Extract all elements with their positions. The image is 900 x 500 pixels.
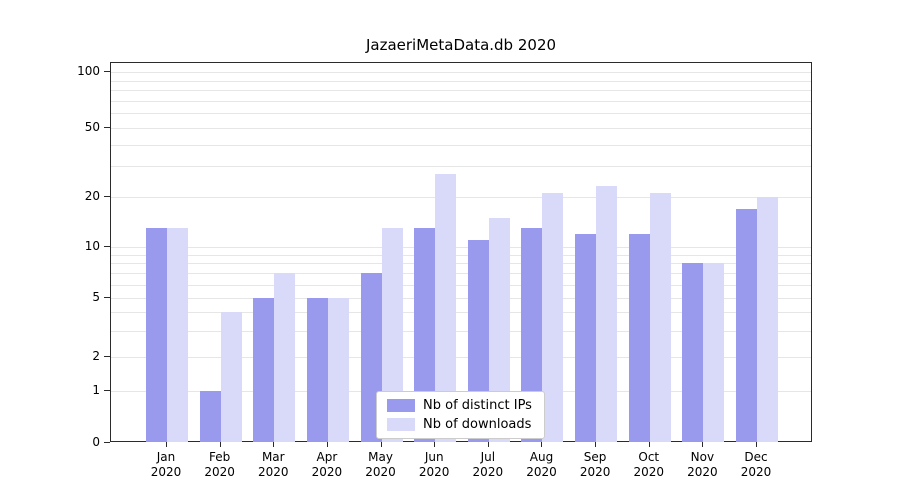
x-tick-mark — [434, 442, 436, 447]
x-tick-mark — [166, 442, 167, 447]
grid-line — [111, 357, 811, 358]
bar-nb-of-downloads — [327, 298, 349, 442]
y-tick-label: 10 — [84, 239, 100, 253]
bar-nb-of-distinct-ips — [306, 298, 328, 442]
x-tick-label: Dec 2020 — [740, 450, 772, 479]
bar-nb-of-distinct-ips — [682, 263, 704, 442]
legend-swatch-distinct-ips-icon — [387, 399, 415, 412]
bar-nb-of-distinct-ips — [736, 208, 758, 442]
legend-label-distinct-ips: Nb of distinct IPs — [423, 398, 532, 413]
x-tick-label: Feb 2020 — [204, 450, 235, 479]
y-tick-mark — [104, 127, 110, 128]
legend-item-downloads: Nb of downloads — [387, 417, 532, 432]
y-tick-mark — [104, 442, 110, 443]
chart-title: JazaeriMetaData.db 2020 — [365, 36, 557, 54]
grid-line — [111, 197, 811, 198]
bar-nb-of-downloads — [757, 197, 779, 442]
legend: Nb of distinct IPs Nb of downloads — [376, 391, 545, 439]
grid-line — [111, 100, 811, 102]
bar-nb-of-downloads — [381, 228, 403, 442]
bar-nb-of-downloads — [167, 228, 188, 442]
bar-nb-of-distinct-ips — [628, 233, 650, 442]
bar-nb-of-downloads — [649, 193, 671, 442]
x-tick-label: May 2020 — [365, 450, 396, 479]
y-tick-label: 5 — [92, 290, 100, 304]
bar-nb-of-downloads — [488, 217, 510, 442]
x-tick-mark — [702, 442, 704, 447]
bar-nb-of-downloads — [220, 312, 242, 442]
x-tick-label: Oct 2020 — [633, 450, 665, 479]
grid-line — [111, 298, 811, 299]
x-tick-mark — [541, 442, 543, 447]
y-tick-mark — [104, 246, 110, 247]
x-tick-label: Sep 2020 — [579, 450, 611, 479]
y-tick-mark — [104, 71, 110, 72]
x-tick-label: Apr 2020 — [311, 450, 343, 479]
x-tick-label: Mar 2020 — [257, 450, 289, 479]
bar-nb-of-distinct-ips — [253, 298, 275, 442]
x-tick-mark — [648, 442, 650, 447]
grid-line — [111, 113, 811, 115]
y-tick-label: 2 — [92, 349, 100, 363]
plot-area — [110, 62, 812, 442]
x-tick-mark — [219, 442, 221, 447]
y-tick-label: 20 — [84, 189, 100, 203]
y-tick-label: 1 — [92, 383, 100, 397]
x-tick-mark — [326, 442, 328, 447]
bar-nb-of-downloads — [274, 273, 296, 442]
bar-nb-of-downloads — [542, 193, 564, 442]
x-tick-mark — [595, 442, 597, 447]
grid-line — [111, 312, 811, 314]
x-tick-label: Aug 2020 — [526, 450, 557, 479]
grid-line — [111, 284, 811, 286]
y-tick-mark — [104, 356, 110, 357]
grid-line — [111, 166, 811, 168]
y-tick-mark — [104, 196, 110, 197]
grid-line — [111, 247, 811, 248]
x-tick-label: Jan 2020 — [150, 450, 182, 479]
grid-line — [111, 128, 811, 129]
bar-nb-of-distinct-ips — [414, 228, 436, 442]
x-tick-mark — [273, 442, 275, 447]
grid-line — [111, 330, 811, 332]
x-tick-mark — [756, 442, 758, 447]
legend-swatch-downloads-icon — [387, 418, 415, 431]
grid-line — [111, 144, 811, 146]
grid-line — [111, 263, 811, 265]
x-tick-label: Jul 2020 — [472, 450, 504, 479]
grid-line — [111, 72, 811, 73]
bar-nb-of-downloads — [703, 263, 725, 442]
bar-nb-of-downloads — [596, 186, 618, 442]
bar-nb-of-downloads — [435, 174, 457, 442]
y-tick-mark — [104, 297, 110, 298]
y-tick-label: 100 — [77, 64, 100, 78]
grid-line — [111, 254, 811, 256]
legend-label-downloads: Nb of downloads — [423, 417, 532, 432]
y-tick-mark — [104, 390, 110, 391]
bar-nb-of-distinct-ips — [521, 228, 543, 442]
bar-nb-of-distinct-ips — [146, 228, 167, 442]
bar-nb-of-distinct-ips — [199, 391, 221, 442]
grid-line — [111, 90, 811, 92]
legend-item-distinct-ips: Nb of distinct IPs — [387, 398, 532, 413]
y-tick-label: 0 — [92, 435, 100, 449]
x-tick-mark — [380, 442, 382, 447]
x-tick-label: Jun 2020 — [418, 450, 450, 479]
bar-nb-of-distinct-ips — [575, 233, 597, 442]
y-tick-label: 50 — [84, 120, 100, 134]
x-tick-mark — [487, 442, 489, 447]
x-tick-label: Nov 2020 — [687, 450, 718, 479]
grid-line — [111, 80, 811, 82]
grid-line — [111, 273, 811, 275]
